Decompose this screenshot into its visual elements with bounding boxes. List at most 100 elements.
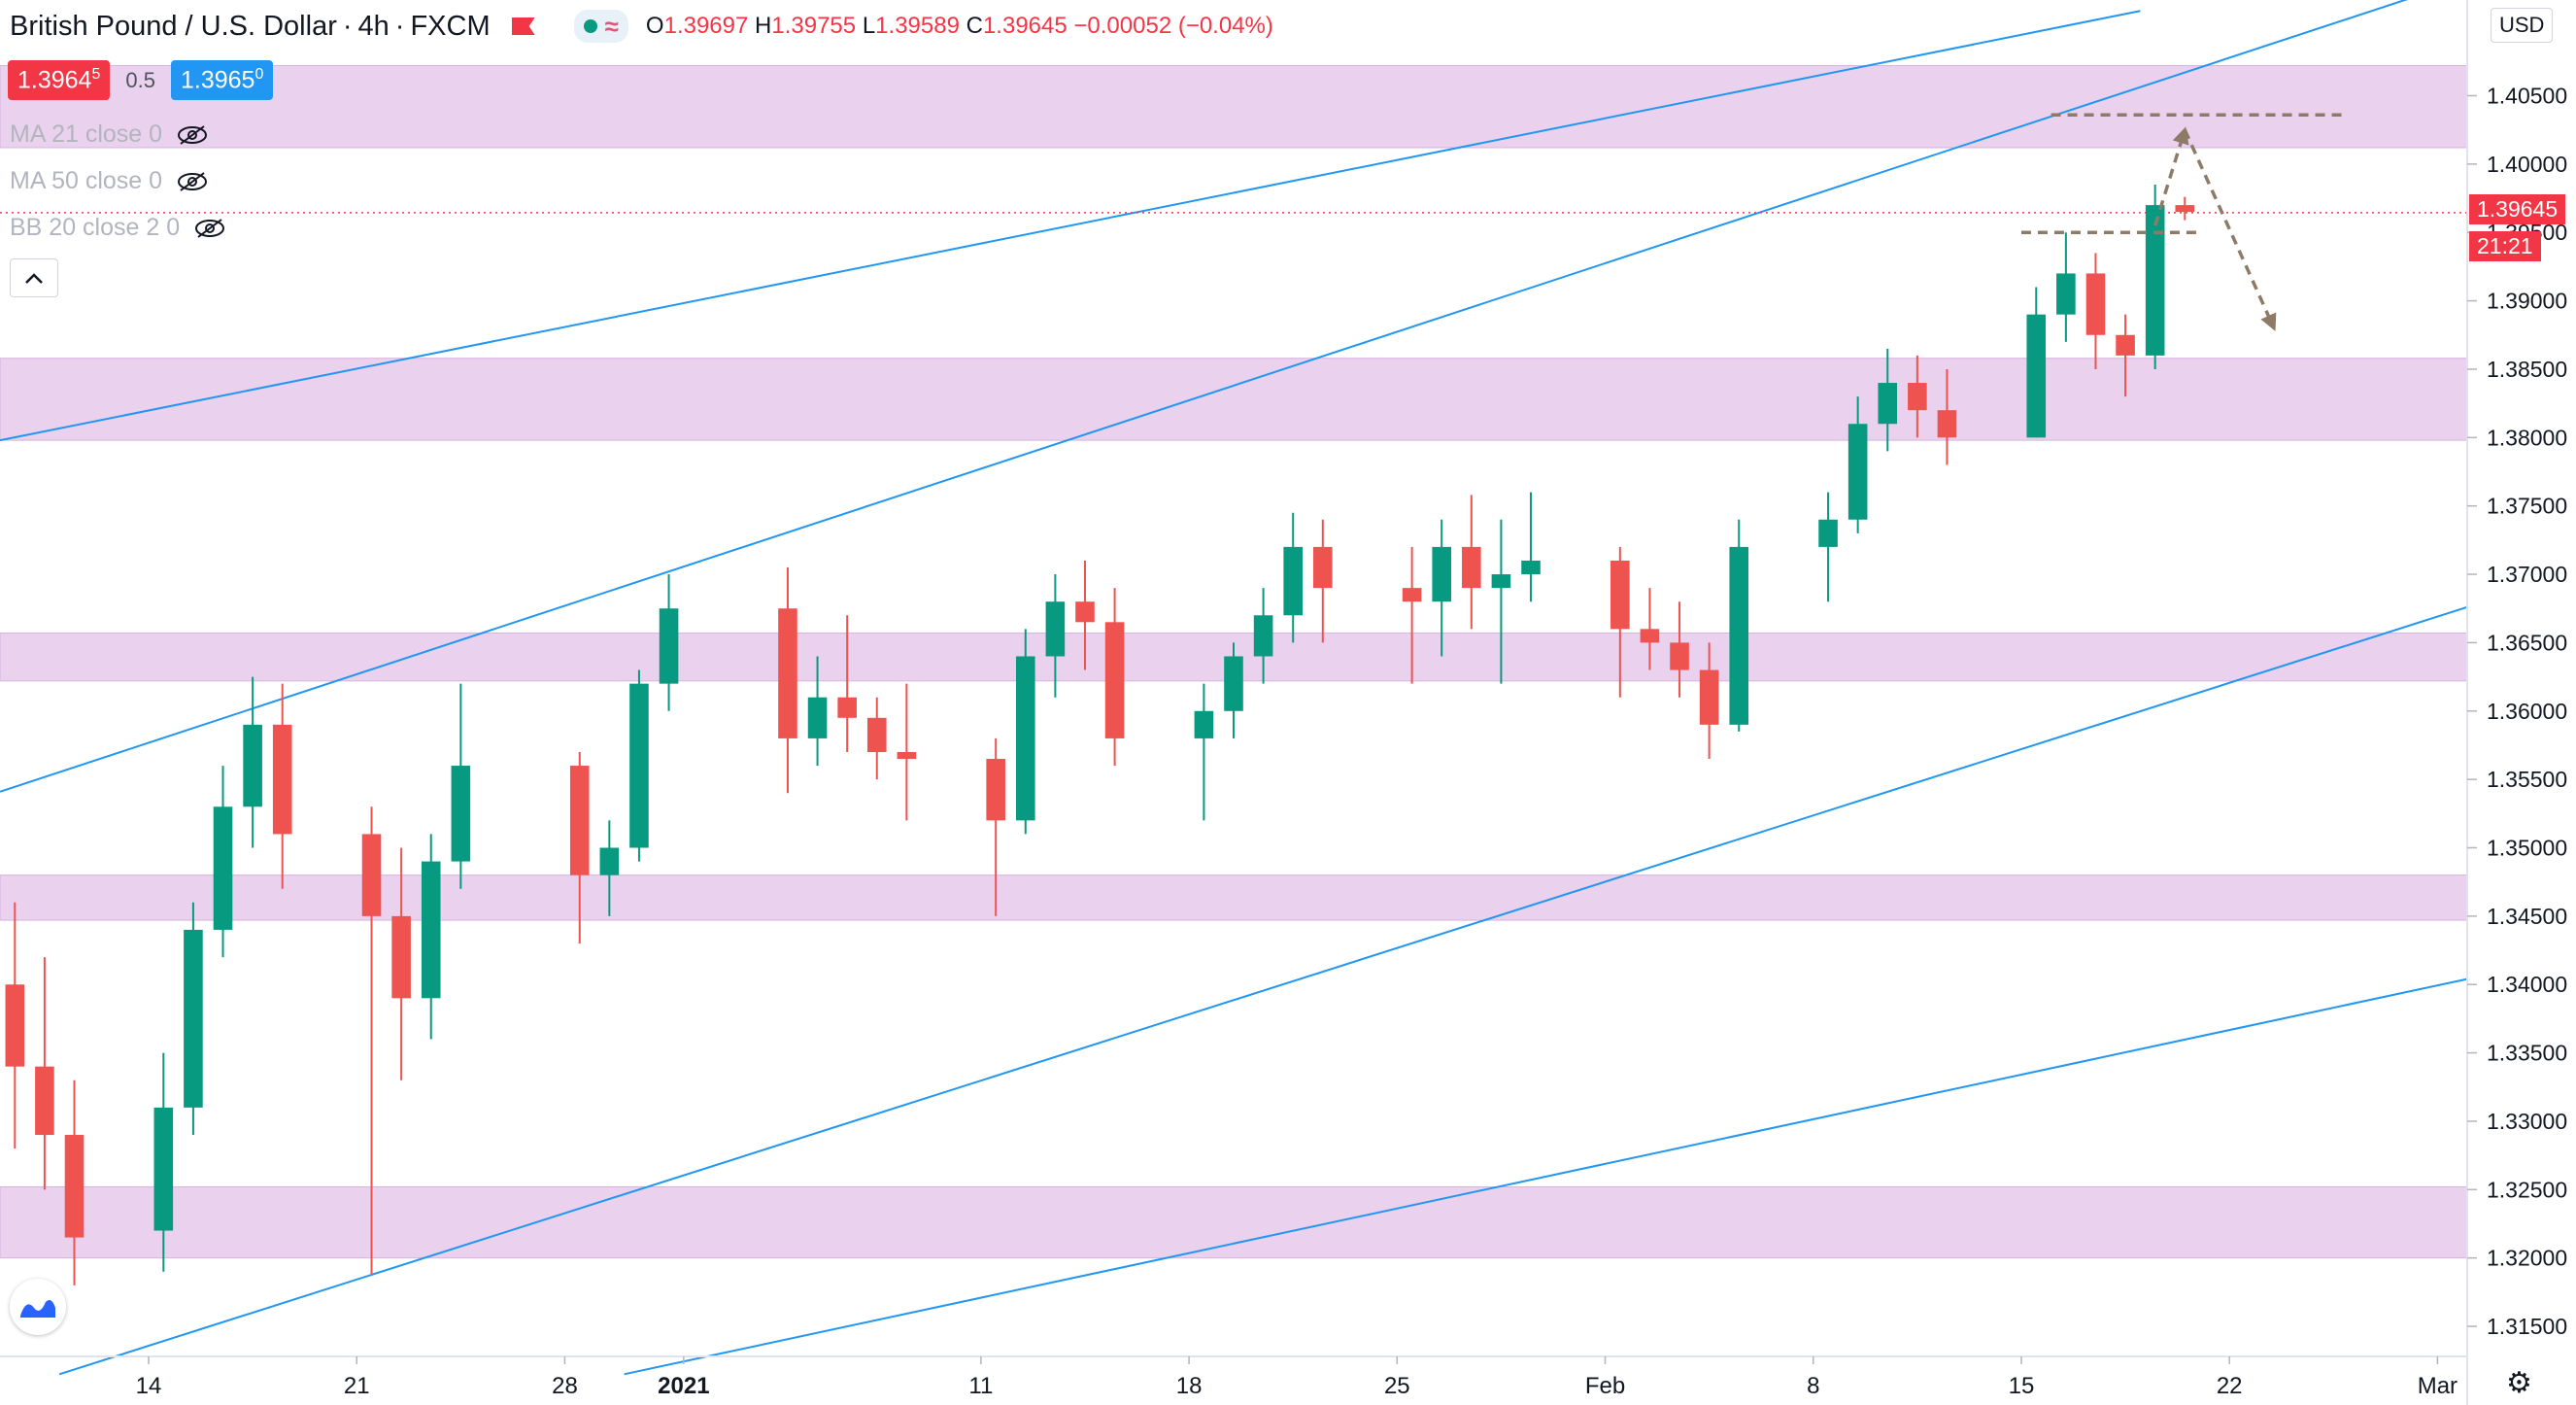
candle-body	[599, 847, 620, 875]
candle	[866, 697, 887, 780]
candle-body	[2175, 205, 2195, 213]
gear-icon[interactable]: ⚙	[2506, 1367, 2532, 1399]
candle	[1194, 683, 1214, 821]
price-tick-label: 1.35500	[2487, 767, 2567, 792]
candle	[1729, 519, 1749, 732]
candle	[629, 669, 649, 862]
candle-body	[1015, 656, 1035, 821]
candle-body	[451, 766, 471, 862]
eye-off-icon[interactable]	[176, 171, 209, 192]
candle-body	[866, 717, 887, 752]
candle	[1521, 492, 1541, 602]
price-tick-label: 1.38500	[2487, 357, 2567, 382]
candle	[184, 902, 203, 1136]
eye-off-icon[interactable]	[176, 124, 209, 146]
indicator-label: BB 20 close 2 0	[10, 214, 181, 241]
candle-body	[1432, 546, 1452, 602]
candle	[1699, 642, 1719, 760]
time-tick-label: Feb	[1585, 1373, 1625, 1399]
candle	[272, 683, 292, 889]
candle	[1432, 519, 1452, 657]
candle	[1283, 512, 1303, 643]
candle	[5, 902, 25, 1149]
buy-button[interactable]: 1.39650	[170, 60, 274, 101]
candle	[599, 820, 620, 916]
indicator-bb20[interactable]: BB 20 close 2 0	[10, 214, 226, 242]
candle-layer	[5, 184, 2195, 1285]
price-tick-label: 1.36500	[2487, 630, 2567, 655]
collapse-legend-button[interactable]	[10, 258, 58, 297]
time-tick-label: 11	[968, 1373, 993, 1399]
price-axis[interactable]: 1.31500 1.32000 1.32500 1.33000 1.33500 1.340…	[2467, 84, 2567, 1340]
candle	[778, 567, 797, 794]
legend-separator: ·	[342, 10, 353, 42]
chevron-up-icon	[25, 273, 43, 284]
time-tick-label: 8	[1807, 1373, 1819, 1399]
interval-label[interactable]: 4h	[357, 10, 390, 42]
candle-body	[1045, 601, 1066, 657]
candle	[391, 847, 411, 1080]
market-status-pill[interactable]: ≈	[573, 10, 628, 43]
price-tick-label: 1.38000	[2487, 425, 2567, 450]
time-tick-label: 18	[1176, 1373, 1203, 1399]
candle	[64, 1079, 85, 1285]
candle-body	[1699, 669, 1719, 725]
price-tick-label: 1.35000	[2487, 836, 2567, 861]
time-axis[interactable]: 14 21 28 2021 11 18 25 Feb 8 15 22 Mar	[136, 1356, 2457, 1399]
candle-body	[1670, 642, 1689, 670]
candle-body	[659, 608, 679, 684]
candle	[1908, 355, 1927, 438]
indicator-ma50[interactable]: MA 50 close 0	[10, 167, 209, 195]
price-tick-label: 1.32000	[2487, 1246, 2567, 1271]
time-tick-label: 28	[552, 1373, 578, 1399]
candle	[2145, 184, 2165, 369]
symbol-name[interactable]: British Pound / U.S. Dollar	[10, 10, 337, 42]
candle-body	[897, 751, 917, 760]
candle-body	[213, 806, 233, 930]
time-tick-label: 25	[1384, 1373, 1410, 1399]
low-value: 1.39589	[875, 13, 960, 39]
price-tick-label: 1.37000	[2487, 562, 2567, 587]
bid-main: 1.3964	[17, 66, 92, 94]
price-tick-label: 1.33000	[2487, 1109, 2567, 1134]
indicator-ma21[interactable]: MA 21 close 0	[10, 120, 209, 149]
time-tick-label: 14	[136, 1373, 162, 1399]
candle-body	[361, 834, 382, 916]
candle-body	[272, 724, 292, 835]
candle-body	[807, 697, 828, 738]
flag-icon[interactable]	[511, 17, 535, 35]
close-value: 1.39645	[982, 13, 1068, 39]
candle	[2026, 287, 2047, 438]
open-value: 1.39697	[663, 13, 749, 39]
candle	[451, 683, 471, 889]
candle	[1402, 546, 1422, 684]
candle-body	[1847, 424, 1868, 520]
candle	[569, 751, 590, 944]
price-tick-label: 1.31500	[2487, 1314, 2567, 1339]
candle	[421, 834, 441, 1040]
candle-body	[1640, 629, 1660, 643]
zone-band	[0, 65, 2468, 149]
channel-line	[58, 605, 2468, 1376]
candle	[1253, 588, 1273, 684]
time-tick-label: 2021	[658, 1373, 709, 1399]
candle-body	[1878, 383, 1898, 425]
price-tick-label: 1.37500	[2487, 494, 2567, 519]
candle-body	[1491, 574, 1511, 589]
open-label: O	[645, 13, 664, 39]
tradingview-logo-icon[interactable]	[10, 1279, 66, 1335]
time-tick-label: 21	[344, 1373, 370, 1399]
eye-off-icon[interactable]	[193, 218, 226, 239]
time-tick-label: Mar	[2418, 1373, 2457, 1399]
sell-button[interactable]: 1.39645	[8, 60, 111, 101]
candle	[361, 806, 382, 1275]
candle	[1610, 546, 1630, 698]
symbol-legend[interactable]: British Pound / U.S. Dollar · 4h · FXCM …	[10, 10, 1273, 43]
market-open-icon	[583, 19, 597, 33]
currency-button[interactable]: USD	[2491, 8, 2554, 43]
zone-band	[0, 358, 2468, 441]
price-tick-label: 1.32500	[2487, 1177, 2567, 1202]
price-tick-label: 1.34500	[2487, 904, 2567, 929]
candle-body	[1937, 410, 1957, 438]
